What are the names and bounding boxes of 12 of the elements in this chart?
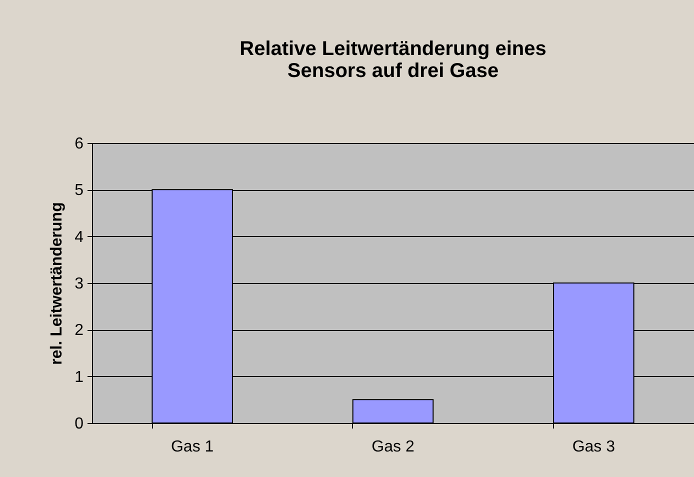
y-tick-label: 6 bbox=[74, 136, 84, 152]
chart-title: Relative Leitwertänderung eines Sensors auf drei Gase bbox=[240, 38, 546, 82]
x-tick-label: Gas 3 bbox=[572, 438, 616, 456]
y-tick-label: 3 bbox=[74, 276, 84, 292]
y-tick-label: 1 bbox=[74, 368, 84, 386]
y-tick-label: 5 bbox=[74, 182, 84, 200]
x-tick-label: Gas 1 bbox=[170, 438, 214, 456]
x-tick-label: Gas 2 bbox=[372, 438, 414, 456]
y-tick-label: 0 bbox=[74, 416, 84, 432]
y-axis-title: rel. Leitwertänderung bbox=[48, 202, 66, 365]
y-tick-label: 2 bbox=[74, 322, 84, 340]
y-tick-label: 4 bbox=[74, 228, 84, 246]
